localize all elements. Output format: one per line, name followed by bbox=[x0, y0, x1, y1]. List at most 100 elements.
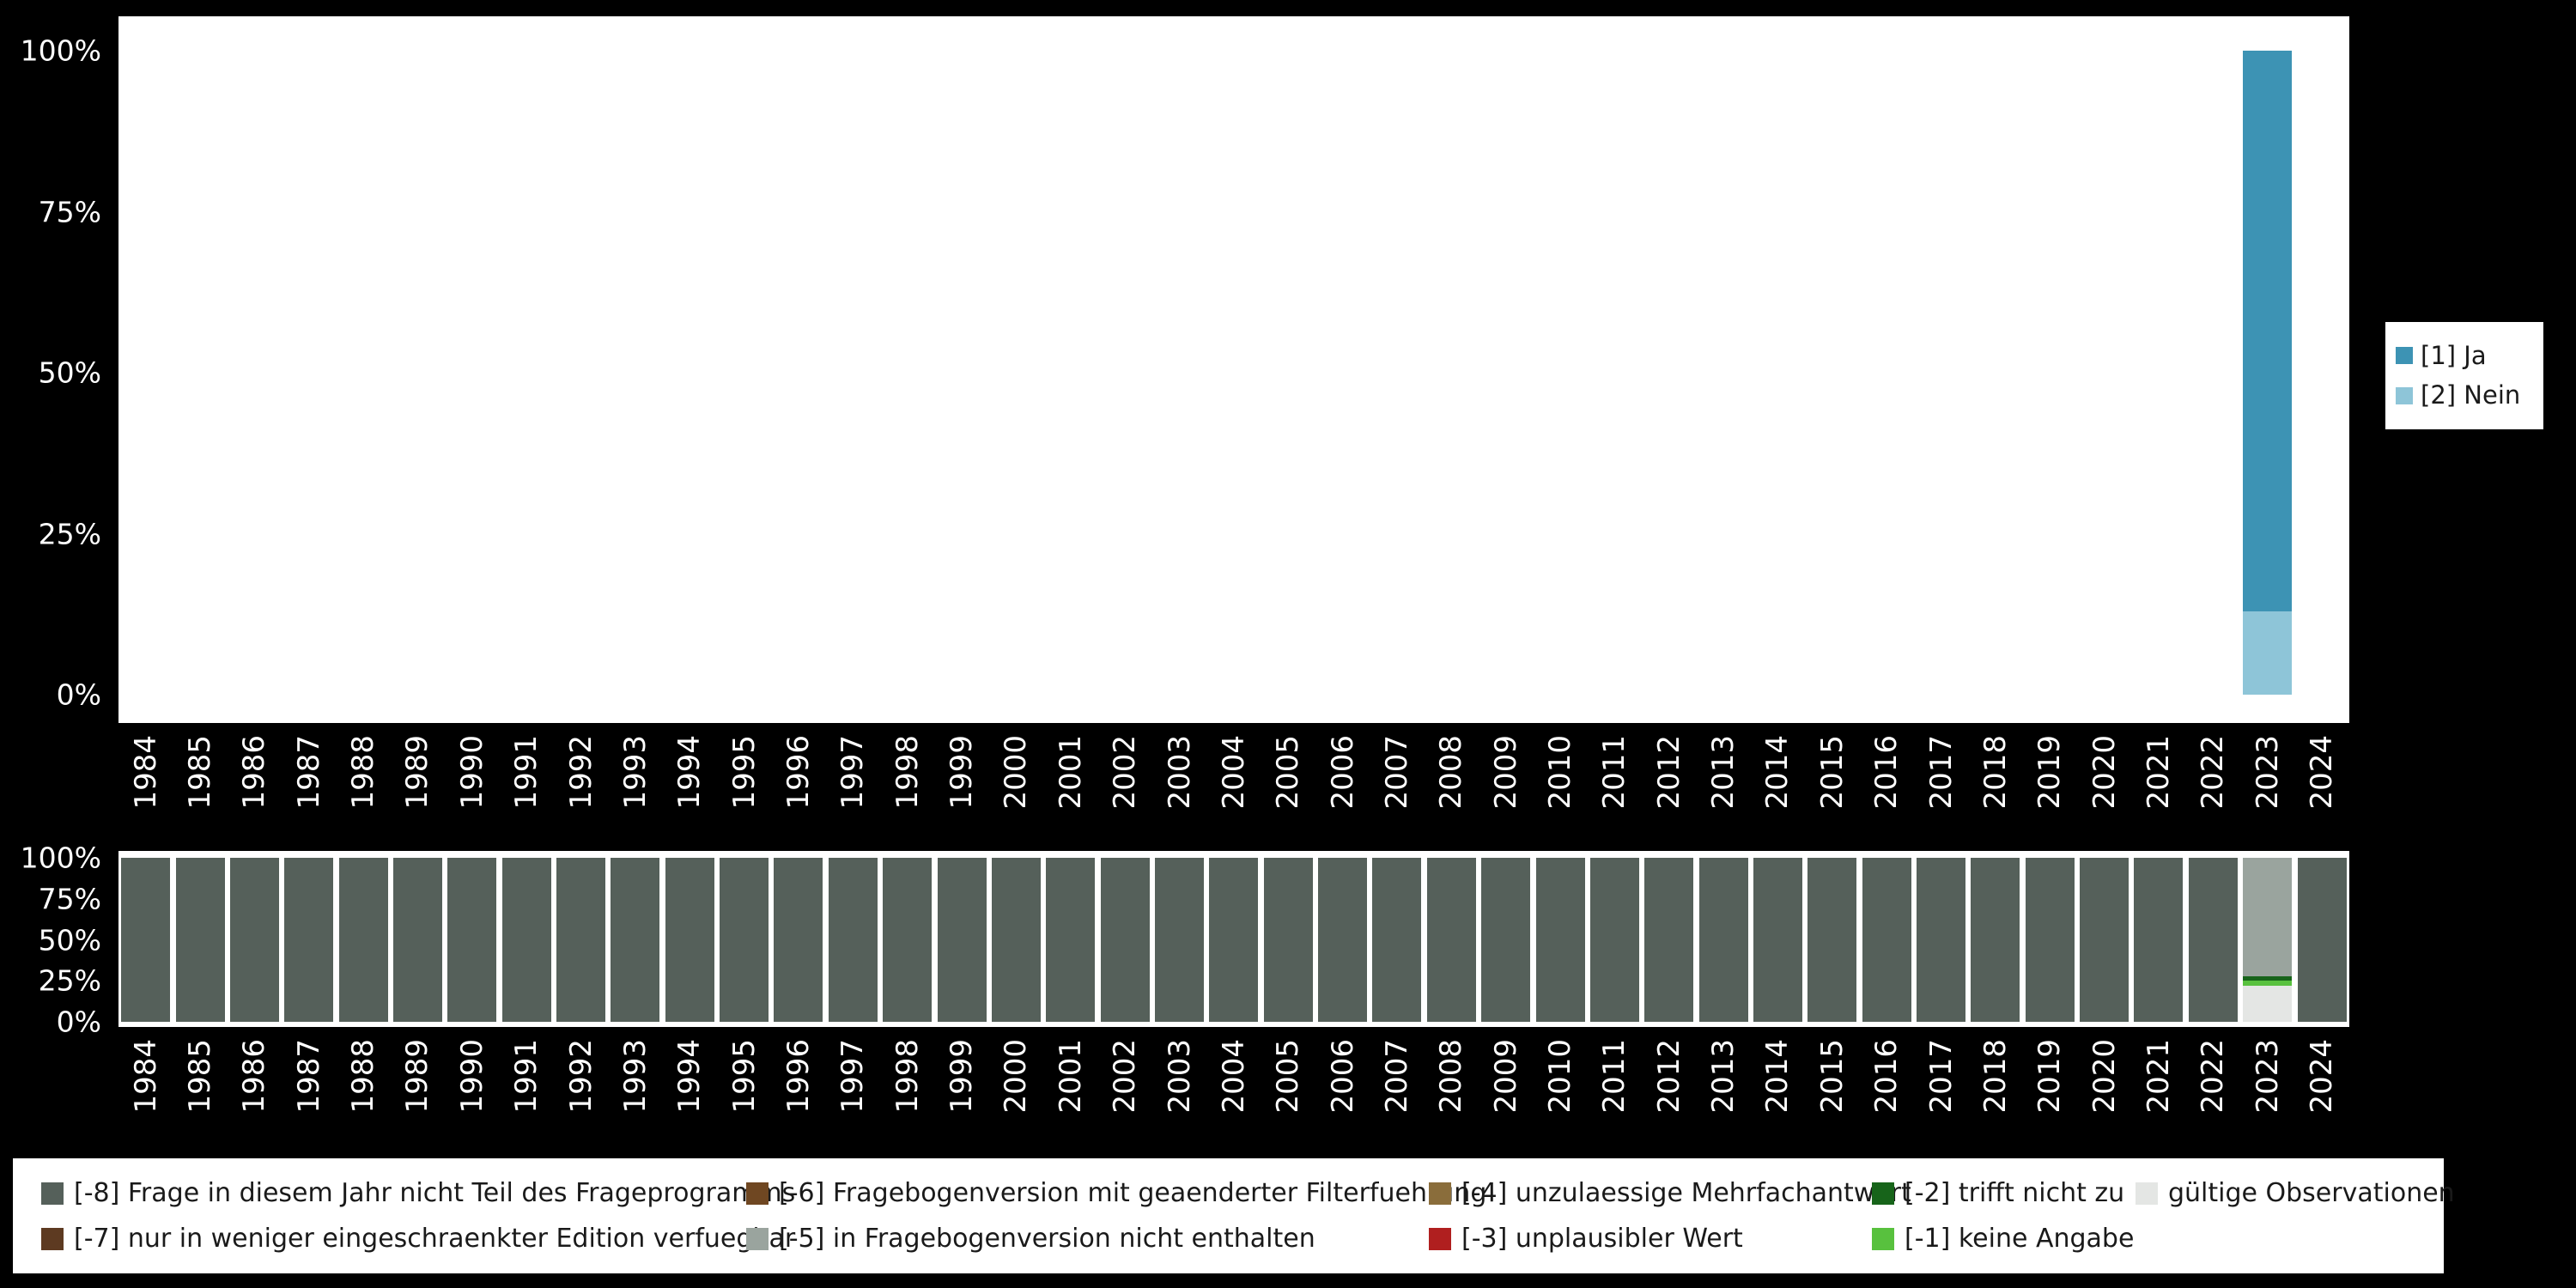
x-tick-2000: 2000 bbox=[989, 1036, 1043, 1132]
x-tick-2000: 2000 bbox=[989, 732, 1043, 828]
x-tick-1994: 1994 bbox=[663, 1036, 717, 1132]
bar-slot-2006 bbox=[1315, 51, 1370, 695]
bar-slot-2003 bbox=[1152, 51, 1206, 695]
x-tick-label: 1998 bbox=[890, 1039, 925, 1114]
x-tick-label: 2001 bbox=[1053, 1039, 1088, 1114]
bar-segment bbox=[1318, 858, 1368, 1022]
x-tick-label: 2005 bbox=[1271, 735, 1306, 810]
stacked-bar-1988 bbox=[338, 858, 388, 1022]
x-tick-2012: 2012 bbox=[1642, 732, 1696, 828]
x-tick-label: 1985 bbox=[183, 735, 218, 810]
x-tick-2021: 2021 bbox=[2131, 1036, 2185, 1132]
x-tick-label: 2022 bbox=[2196, 735, 2231, 810]
bar-slot-1985 bbox=[173, 51, 227, 695]
bar-segment bbox=[883, 858, 933, 1022]
stacked-bar-2015 bbox=[1807, 858, 1857, 1022]
x-tick-1989: 1989 bbox=[391, 1036, 445, 1132]
bar-segment bbox=[1155, 858, 1204, 1022]
bar-slot-1993 bbox=[608, 858, 662, 1022]
stacked-bar-1993 bbox=[611, 51, 659, 695]
x-tick-label: 2009 bbox=[1488, 735, 1523, 810]
x-tick-2020: 2020 bbox=[2077, 732, 2131, 828]
x-tick-2020: 2020 bbox=[2077, 1036, 2131, 1132]
bar-slot-2013 bbox=[1696, 858, 1750, 1022]
x-tick-2004: 2004 bbox=[1206, 1036, 1261, 1132]
bar-slot-1988 bbox=[336, 858, 390, 1022]
bar-slot-1997 bbox=[826, 51, 880, 695]
x-tick-2023: 2023 bbox=[2240, 1036, 2294, 1132]
x-tick-label: 2011 bbox=[1597, 1039, 1632, 1114]
bar-segment bbox=[611, 858, 660, 1022]
x-tick-2024: 2024 bbox=[2294, 732, 2348, 828]
x-tick-label: 1998 bbox=[890, 735, 925, 810]
bar-slot-2024 bbox=[2294, 51, 2348, 695]
x-tick-2005: 2005 bbox=[1261, 732, 1315, 828]
bar-slot-1997 bbox=[826, 858, 880, 1022]
x-tick-1993: 1993 bbox=[608, 732, 662, 828]
legend-swatch bbox=[41, 1227, 64, 1250]
bar-segment bbox=[229, 858, 279, 1022]
stacked-bar-2002 bbox=[1101, 51, 1150, 695]
x-tick-label: 2018 bbox=[1978, 735, 2013, 810]
x-tick-label: 1984 bbox=[128, 735, 163, 810]
bar-segment bbox=[392, 858, 442, 1022]
stacked-bar-1992 bbox=[556, 51, 605, 695]
x-tick-2014: 2014 bbox=[1751, 1036, 1805, 1132]
legend-label: [2] Nein bbox=[2421, 380, 2521, 410]
x-tick-2023: 2023 bbox=[2240, 732, 2294, 828]
legend-item: [2] Nein bbox=[2396, 375, 2533, 415]
bar-slot-2021 bbox=[2131, 51, 2185, 695]
x-tick-2017: 2017 bbox=[1914, 732, 1968, 828]
legend-item: [-4] unzulaessige Mehrfachantwort bbox=[1429, 1170, 1911, 1216]
bar-slot-1986 bbox=[228, 858, 282, 1022]
bar-slot-1994 bbox=[663, 858, 717, 1022]
stacked-bar-2014 bbox=[1753, 858, 1802, 1022]
x-tick-1993: 1993 bbox=[608, 1036, 662, 1132]
bar-segment bbox=[447, 858, 497, 1022]
stacked-bar-2005 bbox=[1263, 858, 1313, 1022]
bar-segment bbox=[1862, 858, 1911, 1022]
legend-label: gültige Observationen bbox=[2168, 1178, 2455, 1208]
responses-y-axis: 100% 75% 50% 25% 0% bbox=[0, 34, 106, 712]
x-tick-2013: 2013 bbox=[1696, 732, 1750, 828]
x-tick-label: 2002 bbox=[1108, 1039, 1143, 1114]
x-tick-1985: 1985 bbox=[173, 1036, 227, 1132]
x-tick-1999: 1999 bbox=[934, 732, 988, 828]
x-tick-1986: 1986 bbox=[228, 732, 282, 828]
bar-segment bbox=[121, 858, 171, 1022]
bar-slot-2005 bbox=[1261, 51, 1315, 695]
legend-swatch bbox=[746, 1227, 769, 1250]
x-tick-label: 1993 bbox=[617, 735, 653, 810]
stacked-bar-1995 bbox=[720, 51, 769, 695]
x-tick-label: 2002 bbox=[1108, 735, 1143, 810]
bar-slot-2004 bbox=[1206, 51, 1261, 695]
x-tick-2017: 2017 bbox=[1914, 1036, 1968, 1132]
stacked-bar-1990 bbox=[447, 51, 496, 695]
bar-segment bbox=[1971, 858, 2020, 1022]
stacked-bar-2000 bbox=[991, 858, 1041, 1022]
bar-slot-1991 bbox=[500, 858, 554, 1022]
x-tick-label: 2019 bbox=[2032, 735, 2068, 810]
x-tick-label: 2019 bbox=[2032, 1039, 2068, 1114]
x-tick-label: 2016 bbox=[1869, 735, 1905, 810]
missing-legend: [-8] Frage in diesem Jahr nicht Teil des… bbox=[13, 1158, 2455, 1273]
missing-plot-area bbox=[118, 858, 2349, 1022]
x-tick-label: 2004 bbox=[1216, 735, 1251, 810]
bar-slot-2000 bbox=[989, 858, 1043, 1022]
x-tick-2007: 2007 bbox=[1370, 732, 1424, 828]
stacked-bar-2024 bbox=[2298, 51, 2347, 695]
x-tick-1989: 1989 bbox=[391, 732, 445, 828]
x-tick-label: 2017 bbox=[1923, 1039, 1959, 1114]
x-tick-2016: 2016 bbox=[1860, 1036, 1914, 1132]
stacked-bar-2018 bbox=[1971, 858, 2020, 1022]
x-tick-1990: 1990 bbox=[445, 1036, 499, 1132]
responses-x-axis: 1984 1985 1986 1987 1988 1989 1990 1991 1992 1993… bbox=[118, 732, 2349, 828]
x-tick-2022: 2022 bbox=[2186, 1036, 2240, 1132]
x-tick-label: 1997 bbox=[835, 735, 871, 810]
bar-slot-2020 bbox=[2077, 51, 2131, 695]
stacked-bar-1994 bbox=[665, 51, 714, 695]
stacked-bar-2007 bbox=[1372, 858, 1422, 1022]
bar-slot-1985 bbox=[173, 858, 227, 1022]
stacked-bar-2002 bbox=[1100, 858, 1150, 1022]
